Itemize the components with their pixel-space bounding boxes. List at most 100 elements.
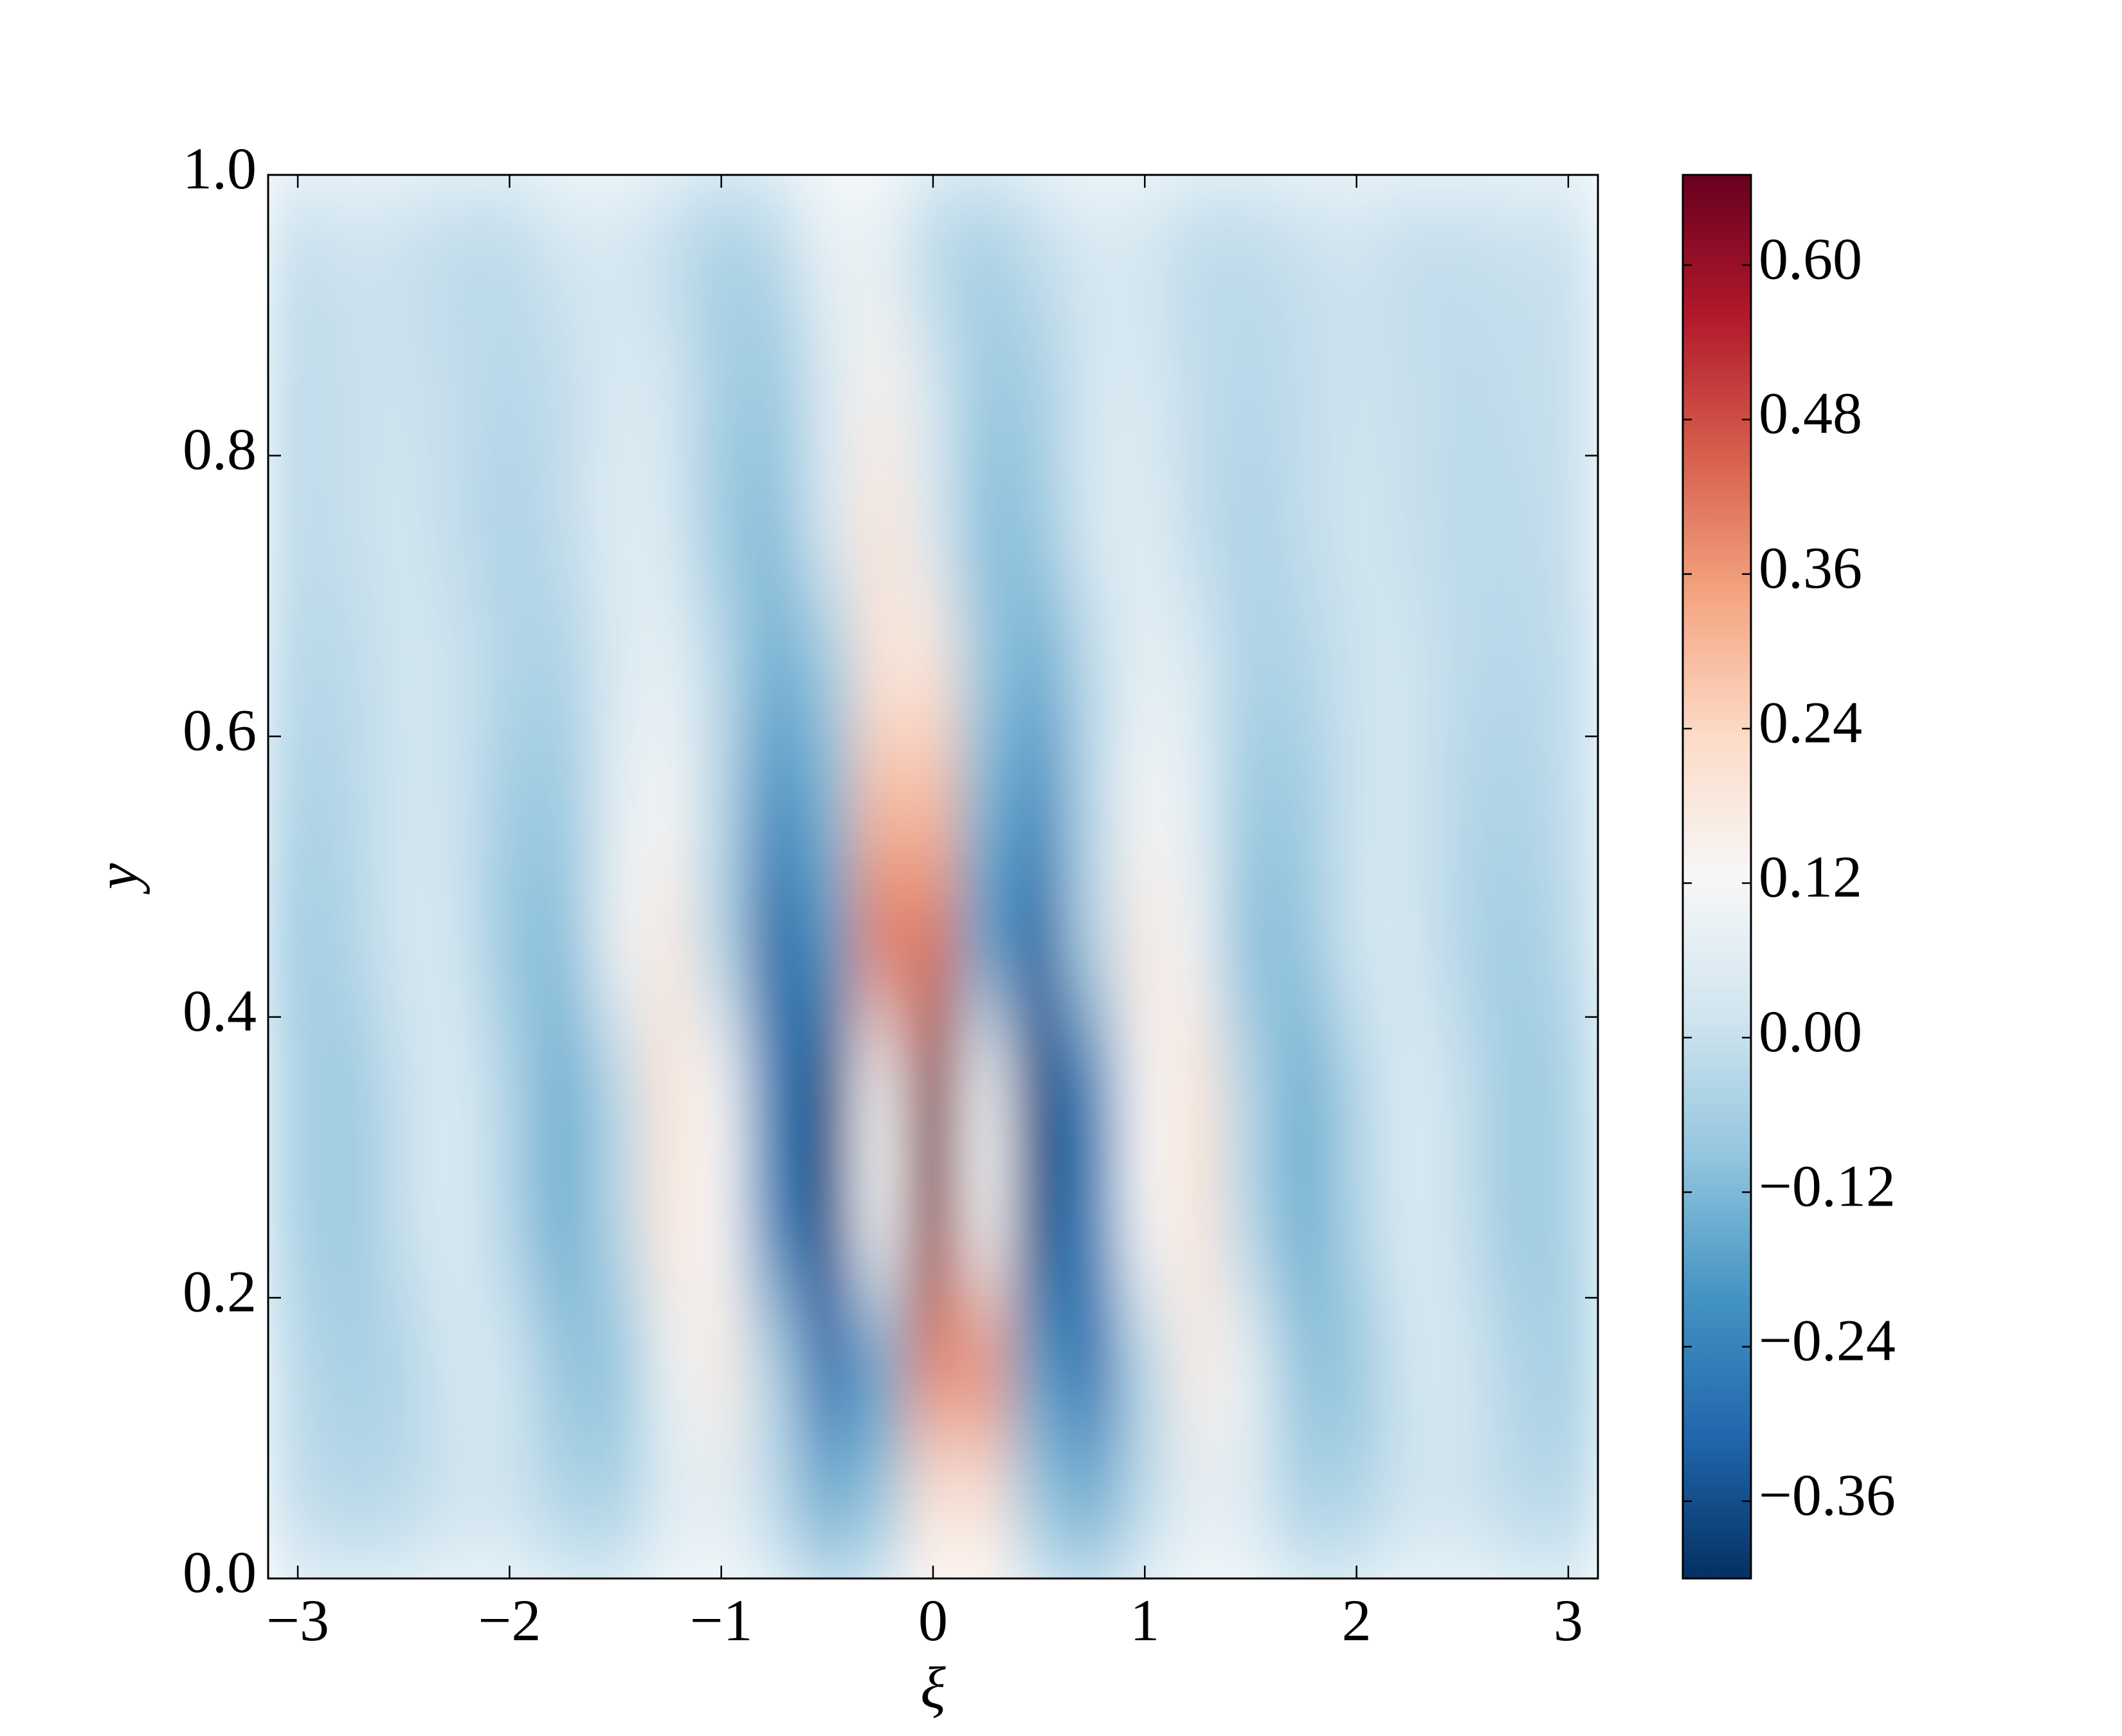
field-cell [694, 455, 748, 597]
field-cell [535, 1016, 590, 1159]
field-cell [1488, 595, 1543, 737]
field-cell [323, 175, 378, 316]
field-clip [268, 175, 1598, 1578]
field-cell [1011, 314, 1066, 457]
field-cell [1118, 455, 1172, 597]
field-cell [1382, 1016, 1437, 1159]
field-cell [1382, 314, 1437, 457]
field-cell [905, 1157, 961, 1299]
field-cell [853, 1297, 907, 1439]
y-tick-label: 0.4 [183, 978, 257, 1044]
field-cell [1223, 455, 1278, 597]
field-cell [1223, 1016, 1278, 1159]
field-cell [268, 1157, 325, 1299]
field-cell [376, 876, 431, 1018]
field-cell [905, 314, 961, 457]
field-cell [641, 1016, 696, 1159]
field-cell [268, 1437, 325, 1578]
x-tick-label: 3 [1554, 1587, 1583, 1653]
field-cell [1170, 595, 1225, 737]
field-cell [905, 876, 961, 1018]
field-cell [853, 1157, 907, 1299]
x-tick-label: −3 [266, 1587, 329, 1653]
field [268, 175, 1598, 1578]
field-cell [959, 595, 1013, 737]
field-cell [694, 1016, 748, 1159]
field-cell [853, 314, 907, 457]
field-cell [268, 175, 325, 316]
colorbar-tick-label: −0.36 [1759, 1462, 1896, 1528]
field-cell [429, 1016, 484, 1159]
field-cell [1329, 736, 1384, 878]
field-cell [1276, 455, 1331, 597]
field-cell [800, 736, 855, 878]
field-cell [800, 1016, 855, 1159]
field-cell [1276, 1437, 1331, 1578]
field-cell [323, 1297, 378, 1439]
field-cell [1488, 736, 1543, 878]
field-cell [482, 1016, 537, 1159]
field-cell [1382, 1437, 1437, 1578]
field-cell [429, 314, 484, 457]
colorbar-tick-label: 0.48 [1759, 381, 1862, 446]
field-cell [800, 455, 855, 597]
field-cell [535, 1437, 590, 1578]
field-cell [641, 1297, 696, 1439]
field-cell [1118, 1016, 1172, 1159]
field-cell [1011, 1157, 1066, 1299]
field-cell [1064, 1437, 1120, 1578]
field-cell [376, 455, 431, 597]
field-cell [1329, 876, 1384, 1018]
field-cell [588, 1297, 643, 1439]
field-cell [853, 595, 907, 737]
y-tick-label: 0.6 [183, 697, 257, 763]
field-cell [1329, 455, 1384, 597]
field-cell [1064, 1157, 1120, 1299]
field-cell [747, 1437, 802, 1578]
field-cell [1329, 1297, 1384, 1439]
colorbar-tick-label: 0.12 [1759, 844, 1862, 910]
field-cell [482, 314, 537, 457]
field-cell [641, 314, 696, 457]
field-cell [905, 1437, 961, 1578]
field-cell [1064, 455, 1120, 597]
field-cell [1064, 314, 1120, 457]
field-cell [376, 314, 431, 457]
field-cell [747, 175, 802, 316]
field-cell [588, 175, 643, 316]
field-cell [1011, 175, 1066, 316]
field-cell [1223, 736, 1278, 878]
field-cell [376, 175, 431, 316]
field-cell [482, 876, 537, 1018]
field-cell [1541, 736, 1598, 878]
x-tick-label: 1 [1130, 1587, 1159, 1653]
field-cell [323, 736, 378, 878]
x-tick-label: −1 [690, 1587, 753, 1653]
field-cell [1329, 1157, 1384, 1299]
field-cell [747, 1157, 802, 1299]
field-cell [482, 736, 537, 878]
field-cell [747, 876, 802, 1018]
field-cell [747, 455, 802, 597]
field-cell [1435, 876, 1490, 1018]
field-cell [747, 1297, 802, 1439]
field-cell [1329, 314, 1384, 457]
colorbar-tick-label: 0.36 [1759, 535, 1862, 601]
field-cell [535, 175, 590, 316]
field-cell [1011, 736, 1066, 878]
field-cell [959, 1437, 1013, 1578]
colorbar-tick-label: 0.24 [1759, 689, 1862, 755]
field-cell [429, 595, 484, 737]
field-cell [1541, 1437, 1598, 1578]
field-cell [747, 736, 802, 878]
field-cell [1064, 1016, 1120, 1159]
field-cell [694, 1157, 748, 1299]
field-cell [1118, 1157, 1172, 1299]
colorbar-tick-label: −0.24 [1759, 1308, 1896, 1373]
field-cell [1118, 1437, 1172, 1578]
field-cell [1011, 1437, 1066, 1578]
x-tick-label: 2 [1342, 1587, 1372, 1653]
field-cell [800, 876, 855, 1018]
field-cell [905, 595, 961, 737]
field-cell [1435, 736, 1490, 878]
